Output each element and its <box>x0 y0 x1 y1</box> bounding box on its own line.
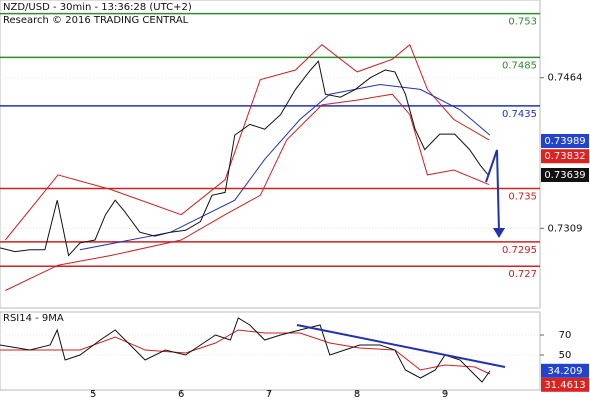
price-box-label: 34.209 <box>548 366 583 377</box>
series-line <box>4 43 490 241</box>
x-tick-label: 6 <box>178 389 184 400</box>
price-box-label: 31.4613 <box>544 380 585 391</box>
level-label: 0.7435 <box>502 109 537 120</box>
price-box <box>541 133 589 148</box>
level-label: 0.7485 <box>502 60 537 71</box>
y-tick-label: 50 <box>559 350 572 361</box>
arrow-head <box>493 228 505 238</box>
x-tick-label: 7 <box>266 389 272 400</box>
price-box <box>541 167 589 182</box>
series-line <box>0 60 489 257</box>
level-label: 0.727 <box>508 269 537 280</box>
price-box-label: 0.73832 <box>544 151 585 162</box>
x-tick-label: 5 <box>90 389 96 400</box>
price-box <box>541 149 589 164</box>
level-label: 0.735 <box>508 191 537 202</box>
rsi-panel <box>0 311 541 391</box>
y-tick-label: 0.7464 <box>548 73 583 84</box>
series-line <box>0 317 491 383</box>
chart-title: NZD/USD - 30min - 13:36:28 (UTC+2) <box>3 2 192 13</box>
y-tick-label: 70 <box>559 330 572 341</box>
level-label: 0.7295 <box>502 245 537 256</box>
price-box <box>541 363 589 378</box>
series-line <box>0 329 491 375</box>
rsi-title: RSI14 - 9MA <box>3 313 64 324</box>
x-tick-label: 9 <box>442 389 448 400</box>
level-label: 0.753 <box>508 17 537 28</box>
x-tick-label: 8 <box>354 389 360 400</box>
chart-subtitle: Research © 2016 TRADING CENTRAL <box>3 15 189 26</box>
forecast-arrow <box>485 149 500 233</box>
price-box <box>541 377 589 392</box>
price-box-label: 0.73989 <box>544 136 585 147</box>
price-box-label: 0.73639 <box>544 170 585 181</box>
series-line <box>5 93 490 291</box>
rsi-trendline <box>296 324 506 368</box>
y-tick-label: 0.7309 <box>548 223 583 234</box>
